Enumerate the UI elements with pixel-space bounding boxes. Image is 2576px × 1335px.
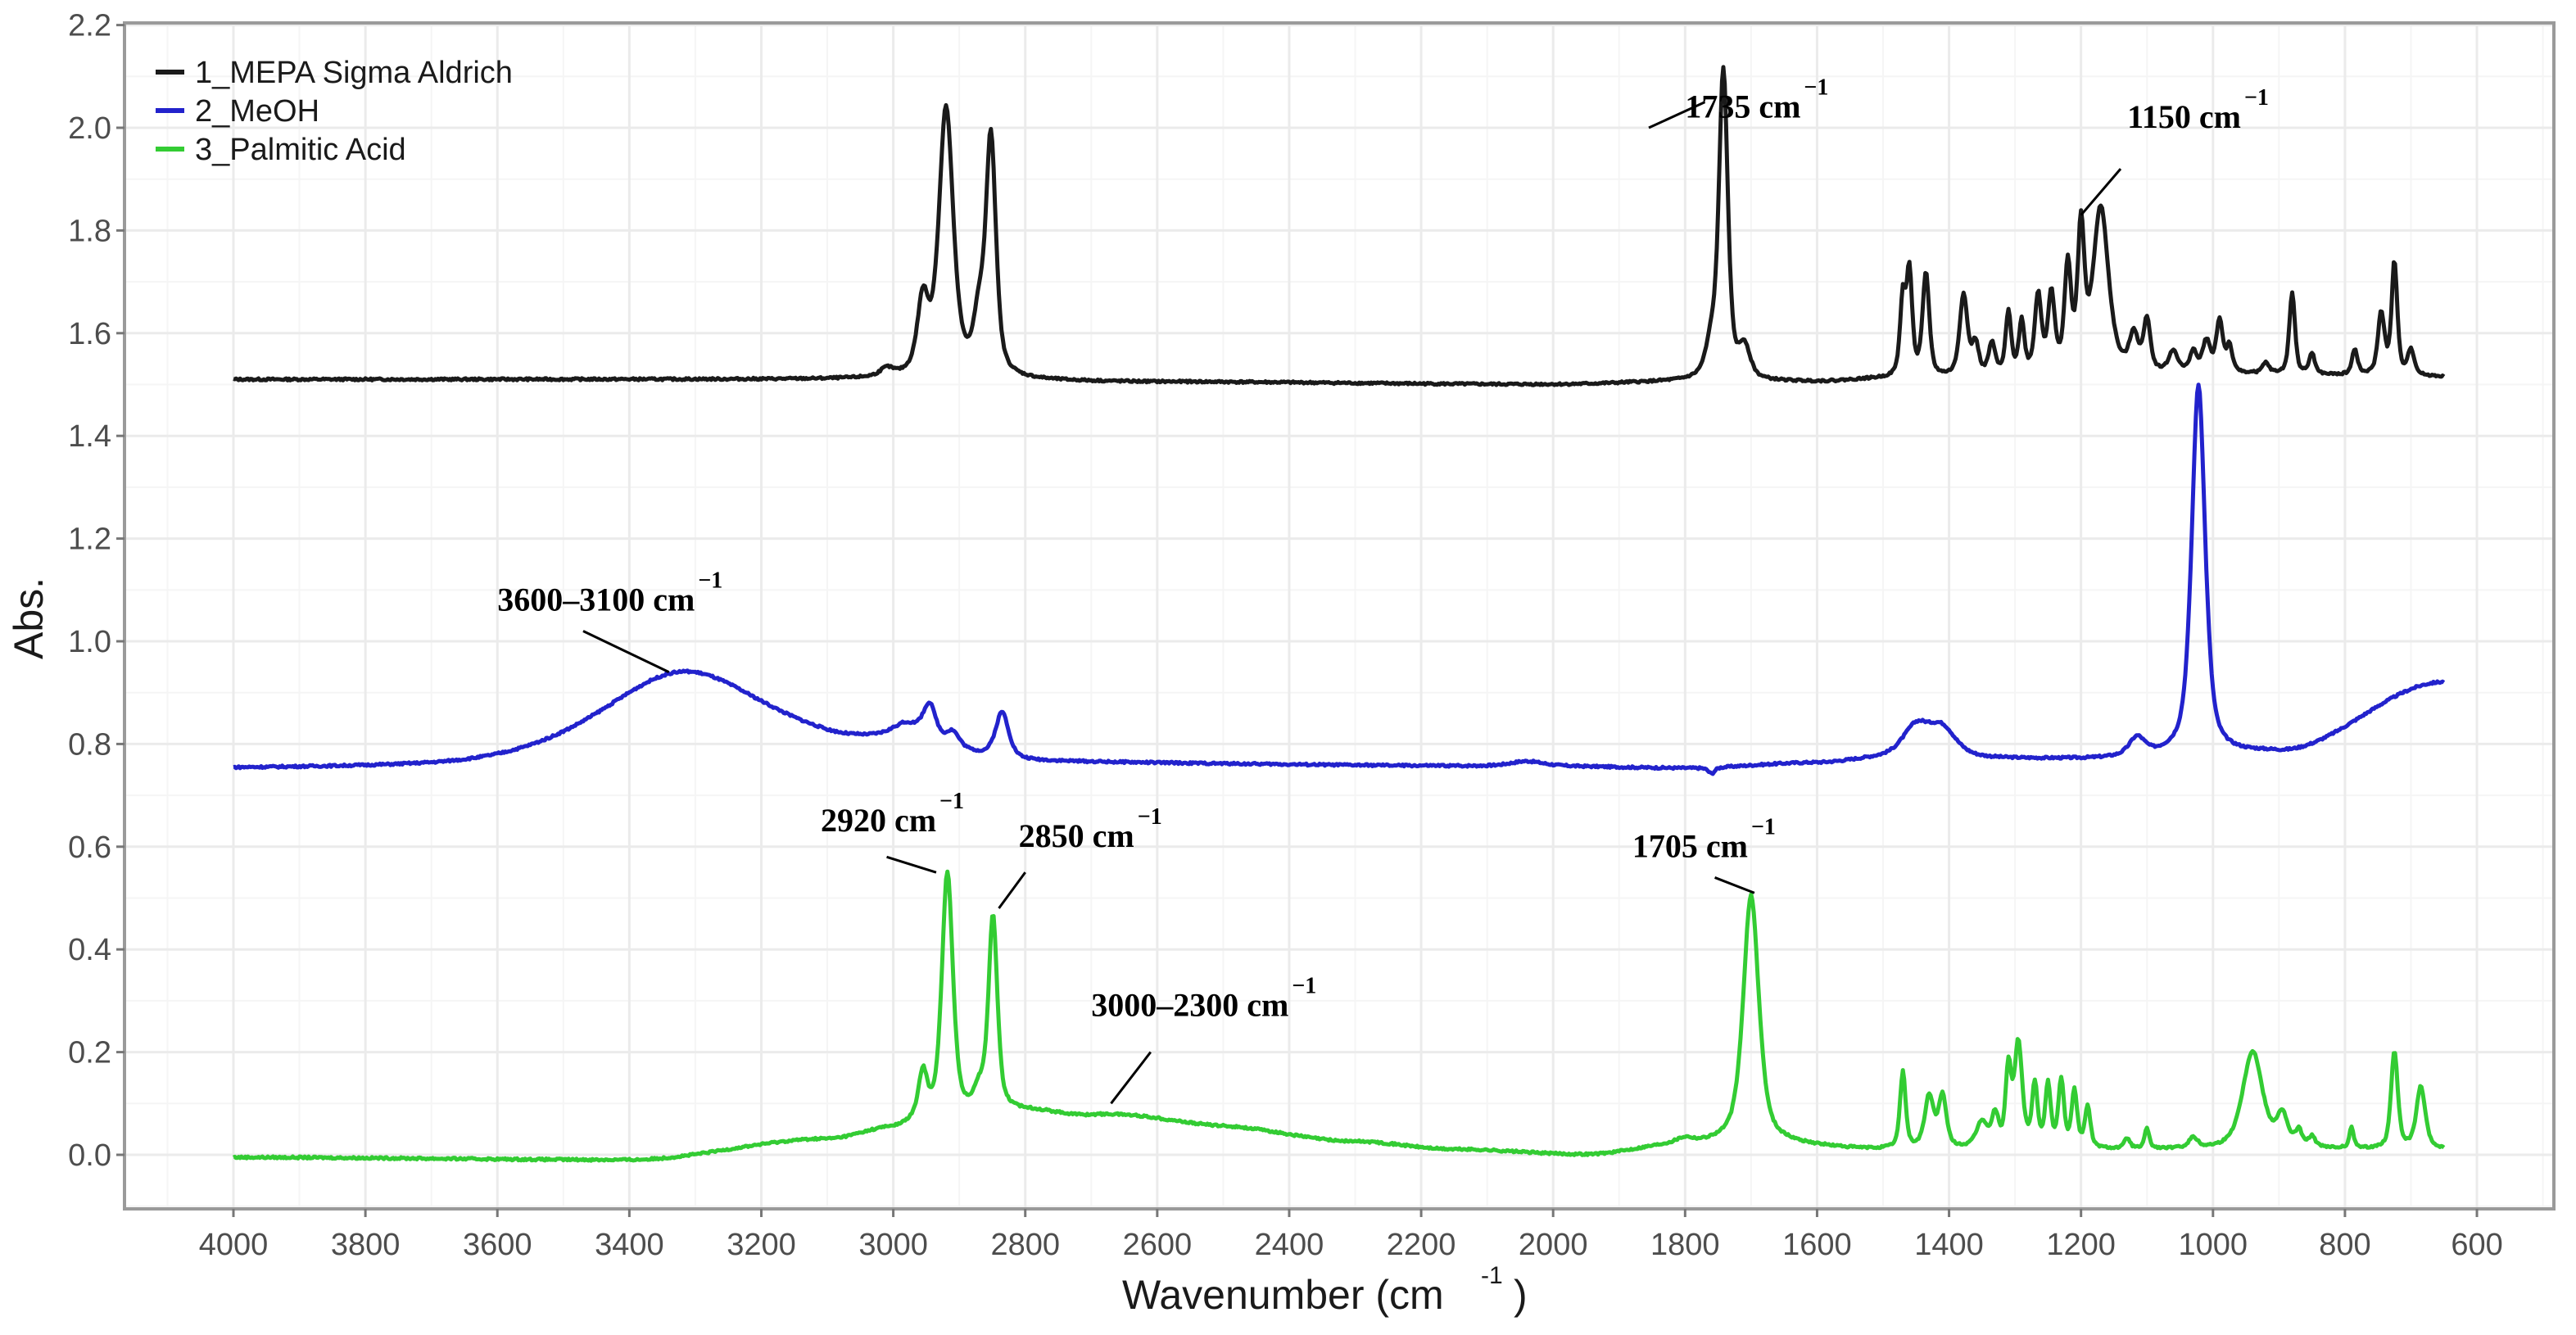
x-tick-label: 1200 <box>2046 1228 2116 1262</box>
legend: 1_MEPA Sigma Aldrich 2_MeOH 3_Palmitic A… <box>156 56 513 167</box>
x-axis-title-superscript: -1 <box>1481 1262 1503 1289</box>
x-axis-ticks: 4000 3800 3600 3400 3200 3000 2800 2600 2400 2200… <box>199 1209 2503 1262</box>
annotation-superscript: −1 <box>1138 804 1162 830</box>
x-tick-label: 1600 <box>1782 1228 1852 1262</box>
x-axis-title: Wavenumber (cm -1 ) <box>1122 1262 1528 1318</box>
y-tick-label: 0.0 <box>68 1138 111 1173</box>
annotation-superscript: −1 <box>2244 85 2269 111</box>
annotation-label: 2920 cm <box>821 802 936 839</box>
legend-label: 2_MeOH <box>195 94 319 129</box>
y-tick-label: 2.0 <box>68 111 111 146</box>
y-tick-label: 1.4 <box>68 419 111 454</box>
annotation-leader-line <box>886 855 937 874</box>
x-tick-label: 3800 <box>331 1228 401 1262</box>
annotation-label: 1735 cm <box>1685 88 1800 124</box>
annotation-label: 3600–3100 cm <box>497 581 695 618</box>
annotation-label: 2850 cm <box>1019 817 1134 854</box>
legend-label: 3_Palmitic Acid <box>195 133 406 167</box>
x-tick-label: 2000 <box>1519 1228 1588 1262</box>
series-line-mepa <box>233 65 2446 387</box>
x-tick-label: 1400 <box>1914 1228 1984 1262</box>
annotation-leader-line <box>1648 101 1706 129</box>
annotation-leader-line <box>582 630 670 673</box>
x-axis-title-main: Wavenumber (cm <box>1122 1272 1444 1318</box>
legend-label: 1_MEPA Sigma Aldrich <box>195 56 513 90</box>
annotation-superscript: −1 <box>939 789 964 814</box>
y-tick-label: 1.8 <box>68 214 111 248</box>
x-tick-label: 2800 <box>990 1228 1060 1262</box>
x-tick-label: 800 <box>2319 1228 2370 1262</box>
x-tick-label: 2600 <box>1123 1228 1193 1262</box>
legend-item-mepa: 1_MEPA Sigma Aldrich <box>156 56 513 90</box>
series-line-meoh <box>233 382 2446 776</box>
peak-annotation: 2850 cm−1 <box>998 804 1162 909</box>
x-tick-label: 2200 <box>1387 1228 1456 1262</box>
x-tick-label: 3400 <box>595 1228 664 1262</box>
peak-annotation: 1150 cm−1 <box>2080 85 2269 216</box>
y-axis-ticks: 0.0 0.2 0.4 0.6 0.8 1.0 1.2 1.4 1.6 1.8 2.0 2.2 <box>68 9 124 1173</box>
annotation-leader-line <box>1714 876 1755 894</box>
plot-border <box>123 21 2556 1211</box>
x-tick-label: 4000 <box>199 1228 269 1262</box>
annotation-superscript: −1 <box>1804 75 1828 100</box>
y-axis-title: Abs. <box>6 577 52 659</box>
peak-annotation: 1705 cm−1 <box>1632 814 1776 894</box>
annotation-leader-line <box>2080 168 2122 216</box>
y-tick-label: 0.4 <box>68 933 111 967</box>
x-tick-label: 3000 <box>858 1228 928 1262</box>
annotation-superscript: −1 <box>1751 814 1776 839</box>
x-axis-title-close: ) <box>1514 1272 1528 1318</box>
annotation-label: 3000–2300 cm <box>1091 987 1288 1024</box>
annotation-label: 1150 cm <box>2127 98 2241 135</box>
annotation-leader-line <box>998 871 1026 909</box>
x-tick-label: 3600 <box>463 1228 532 1262</box>
x-tick-label: 3200 <box>727 1228 796 1262</box>
legend-item-palmitic-acid: 3_Palmitic Acid <box>156 133 406 167</box>
annotation-leader-line <box>1110 1051 1152 1105</box>
peak-annotation: 1735 cm−1 <box>1648 75 1828 129</box>
y-tick-label: 1.0 <box>68 625 111 659</box>
peak-annotation: 3600–3100 cm−1 <box>497 568 722 673</box>
x-tick-label: 1000 <box>2179 1228 2248 1262</box>
annotation-label: 1705 cm <box>1632 827 1748 864</box>
y-tick-label: 1.2 <box>68 523 111 557</box>
y-tick-label: 0.6 <box>68 830 111 865</box>
y-tick-label: 0.2 <box>68 1036 111 1070</box>
y-tick-label: 0.8 <box>68 727 111 762</box>
annotation-superscript: −1 <box>698 568 722 593</box>
peak-annotation: 2920 cm−1 <box>821 789 964 874</box>
y-tick-label: 1.6 <box>68 317 111 351</box>
x-tick-label: 2400 <box>1255 1228 1324 1262</box>
x-tick-label: 600 <box>2451 1228 2502 1262</box>
y-tick-label: 2.2 <box>68 9 111 43</box>
peak-annotation: 3000–2300 cm−1 <box>1091 974 1316 1105</box>
x-tick-label: 1800 <box>1650 1228 1720 1262</box>
legend-item-meoh: 2_MeOH <box>156 94 319 129</box>
annotation-superscript: −1 <box>1292 974 1316 999</box>
series-layer <box>232 65 2446 1163</box>
series-line-palmitic-acid <box>232 869 2446 1163</box>
